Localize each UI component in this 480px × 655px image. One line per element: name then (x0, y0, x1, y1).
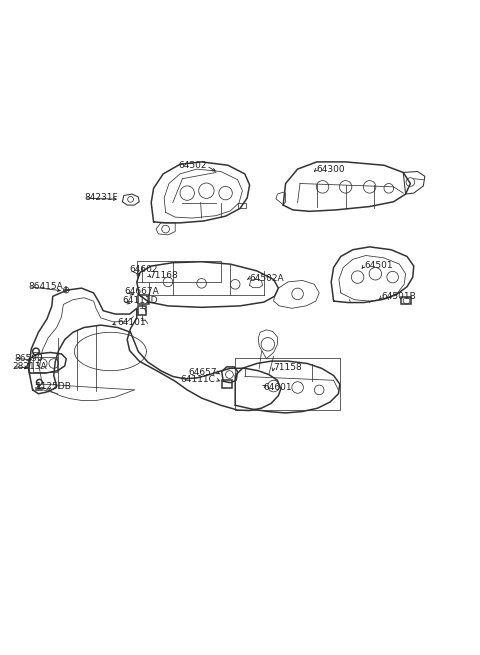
Text: 64502: 64502 (178, 161, 206, 170)
Text: 86590: 86590 (14, 354, 43, 363)
Bar (138, 307, 146, 315)
Text: 64657: 64657 (189, 368, 217, 377)
Text: 1125DB: 1125DB (36, 382, 72, 390)
Bar (238, 202, 246, 208)
Text: 64101: 64101 (118, 318, 146, 328)
Text: 64502A: 64502A (250, 274, 284, 282)
Text: 28213A: 28213A (12, 362, 47, 371)
Bar (235, 358, 340, 410)
Bar (401, 297, 411, 305)
Text: 64111C: 64111C (180, 375, 216, 384)
Text: 84231F: 84231F (84, 193, 118, 202)
Bar (138, 295, 149, 303)
Text: 64501B: 64501B (382, 292, 416, 301)
Text: 71158: 71158 (274, 363, 302, 372)
Text: 64601: 64601 (263, 383, 292, 392)
Text: 64501: 64501 (365, 261, 394, 270)
Text: 64602: 64602 (130, 265, 158, 274)
Text: 64667A: 64667A (125, 288, 159, 297)
Bar (33, 357, 57, 371)
Circle shape (36, 379, 42, 385)
Text: 64111D: 64111D (122, 296, 158, 305)
Text: 71168: 71168 (149, 271, 178, 280)
Text: 64300: 64300 (317, 164, 346, 174)
Bar (137, 261, 221, 282)
Text: 86415A: 86415A (29, 282, 63, 291)
Bar (222, 381, 232, 388)
